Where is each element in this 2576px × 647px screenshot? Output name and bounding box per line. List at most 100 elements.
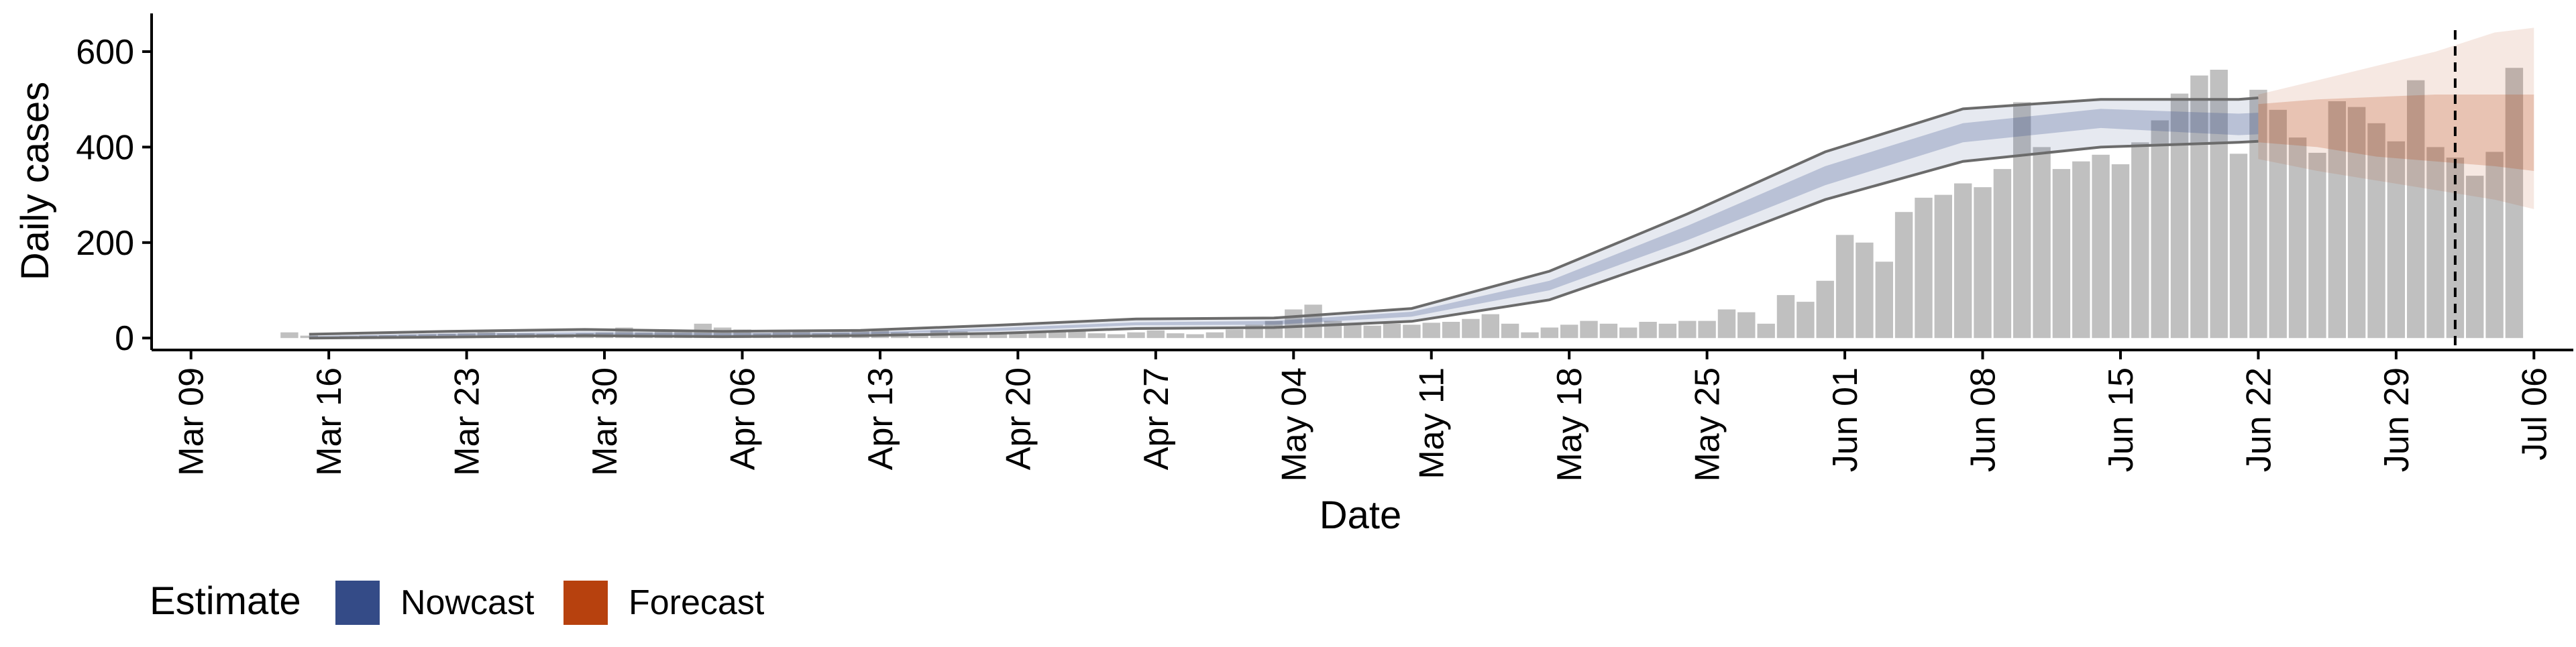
bar: [1442, 322, 1460, 339]
x-tick-label: May 04: [1275, 367, 1313, 482]
nowcast-lower-line: [309, 139, 2259, 340]
bar: [2131, 142, 2149, 339]
legend-swatch-nowcast: [335, 581, 380, 625]
bar: [1167, 333, 1185, 339]
bar: [2367, 123, 2385, 339]
bar: [2387, 141, 2405, 339]
y-tick-label: 0: [115, 319, 134, 358]
bar: [1422, 322, 1440, 339]
bar: [1521, 332, 1539, 339]
x-tick-label: Jul 06: [2515, 367, 2554, 461]
bar: [1540, 327, 1558, 339]
x-tick-label: Jun 15: [2102, 367, 2141, 472]
bar: [1205, 332, 1224, 339]
bar: [1481, 314, 1499, 339]
bar: [1816, 280, 1834, 339]
bar: [1658, 323, 1677, 339]
bar: [969, 333, 987, 339]
x-tick-label: Jun 29: [2377, 367, 2416, 472]
x-tick-label: May 25: [1688, 367, 1727, 482]
bar: [1796, 302, 1815, 339]
bar: [2288, 137, 2307, 339]
estimate-lines-layer: [309, 30, 2457, 350]
bar: [1107, 334, 1126, 339]
bar: [2347, 107, 2366, 339]
bar: [2190, 75, 2208, 339]
bar: [2308, 152, 2326, 339]
x-tick-label: Jun 01: [1826, 367, 1865, 472]
bar: [1580, 320, 1598, 339]
bar: [2013, 102, 2031, 339]
bar: [2151, 120, 2169, 339]
bar: [1028, 332, 1046, 339]
bar: [1776, 295, 1795, 339]
y-axis-title: Daily cases: [13, 82, 57, 281]
bar: [1068, 330, 1086, 339]
bars-layer: [280, 68, 2524, 339]
bar: [2249, 89, 2267, 339]
bar: [2210, 70, 2228, 339]
bar: [2407, 80, 2425, 339]
x-tick-label: Mar 30: [586, 367, 625, 476]
nowcast-upper-line: [309, 97, 2259, 336]
bar: [1009, 333, 1027, 339]
legend-title: Estimate: [150, 579, 301, 623]
bar: [1363, 325, 1381, 339]
bar: [1993, 169, 2012, 339]
bar: [1048, 331, 1067, 339]
bar: [280, 332, 299, 339]
bar: [477, 332, 496, 339]
bar: [2505, 68, 2524, 339]
bar: [1383, 323, 1401, 339]
bar: [2072, 161, 2090, 339]
x-tick-label: Apr 06: [724, 367, 763, 470]
x-tick-label: Jun 08: [1964, 367, 2003, 472]
y-tick-label: 600: [76, 33, 134, 72]
bar: [1265, 320, 1283, 339]
y-tick-label: 200: [76, 224, 134, 263]
bar: [1934, 194, 1952, 339]
bar: [1717, 309, 1736, 339]
nowcast-inner-band: [309, 109, 2259, 337]
bar: [2328, 101, 2346, 339]
bar: [1856, 242, 1874, 339]
bar: [1087, 333, 1106, 339]
bar: [2170, 93, 2189, 339]
x-axis-title: Date: [1320, 493, 1402, 537]
axes-layer: 0 200 400 600 Mar 09 Mar 16 Mar 23 Mar 30 Apr 06…: [76, 13, 2573, 482]
bar: [2269, 109, 2287, 339]
bar: [1737, 312, 1756, 339]
bar: [2466, 176, 2484, 339]
bar: [2092, 154, 2110, 339]
x-tick-label: Mar 23: [448, 367, 487, 476]
legend-label-forecast: Forecast: [629, 583, 765, 622]
bar: [1285, 309, 1303, 339]
estimate-bands-layer: [309, 27, 2534, 339]
bar: [1875, 261, 1893, 339]
bar: [1974, 187, 1992, 339]
bar: [1915, 197, 1933, 339]
bar: [1304, 304, 1322, 339]
forecast-inner-band: [2258, 95, 2534, 171]
bar: [1894, 212, 1913, 339]
x-tick-label: Apr 13: [861, 367, 900, 470]
forecast-outer-band: [2258, 27, 2534, 209]
y-tick-label: 400: [76, 128, 134, 167]
x-tick-label: Apr 27: [1137, 367, 1176, 470]
bar: [1954, 183, 1972, 339]
bar: [792, 331, 810, 339]
bar: [1462, 318, 1480, 339]
bar: [1835, 235, 1854, 339]
bar: [2229, 154, 2248, 339]
bar: [2485, 152, 2504, 339]
bar: [1639, 322, 1657, 339]
bar: [1186, 334, 1204, 339]
bar: [1127, 332, 1145, 339]
bar: [2426, 147, 2445, 339]
bar: [989, 334, 1008, 339]
x-tick-label: May 11: [1413, 367, 1452, 479]
bar: [1146, 330, 1165, 339]
bar: [1403, 325, 1421, 339]
